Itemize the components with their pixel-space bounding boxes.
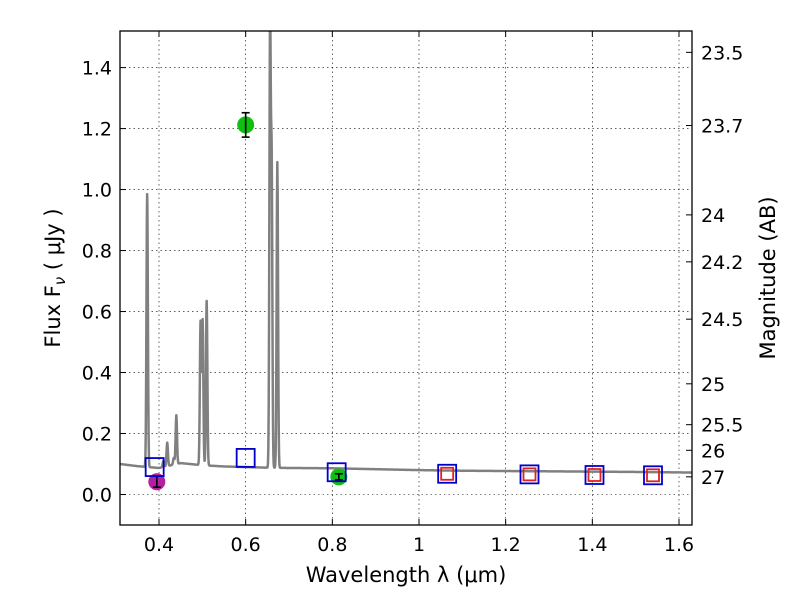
- plot-frame: [119, 30, 693, 526]
- y2-tick-label: 27: [701, 467, 725, 489]
- model-photometry-square: [584, 465, 605, 485]
- model-photometry-square: [646, 468, 660, 483]
- x-tick-label: 1: [413, 534, 425, 556]
- model-photometry-square: [440, 466, 455, 481]
- model-photometry-square: [235, 448, 256, 468]
- y-tick-label: 1.4: [82, 58, 112, 80]
- x-tick-label: 1.4: [577, 534, 607, 556]
- model-photometry-square: [587, 468, 602, 482]
- x-tick-label: 1.6: [664, 534, 694, 556]
- model-photometry-square: [437, 463, 458, 484]
- y-tick-label: 0.0: [82, 485, 112, 507]
- x-tick-label: 0.8: [317, 534, 347, 556]
- model-photometry-square: [522, 467, 537, 482]
- x-tick-label: 0.6: [231, 534, 261, 556]
- model-photometry-square: [326, 462, 347, 483]
- x-tick-label: 0.4: [144, 534, 174, 556]
- x-tick-label: 1.2: [491, 534, 521, 556]
- y2-tick-label: 24.5: [701, 309, 743, 331]
- model-photometry-square: [519, 464, 540, 485]
- model-photometry-square: [643, 465, 663, 486]
- y-tick-label: 1.0: [82, 180, 112, 202]
- y-axis-title-unit: ( μJy ): [41, 208, 65, 276]
- y-axis-title: Flux Fν ( μJy ): [41, 208, 69, 347]
- y2-tick-label: 26: [701, 440, 725, 462]
- x-axis-title: Wavelength λ (μm): [306, 563, 507, 587]
- y-axis-title-main: Flux F: [41, 285, 65, 347]
- y2-tick-label: 24: [701, 205, 725, 227]
- y-tick-label: 0.6: [82, 302, 112, 324]
- y2-tick-label: 25: [701, 374, 725, 396]
- spectrum-line: [120, 31, 692, 474]
- y2-tick-label: 24.2: [701, 252, 743, 274]
- y-tick-label: 0.2: [82, 424, 112, 446]
- y-axis-title-sub: ν: [51, 277, 69, 285]
- grid: [120, 31, 692, 525]
- y2-axis-title: Magnitude (AB): [756, 196, 780, 359]
- y2-tick-label: 23.5: [701, 42, 743, 64]
- photometry-points: [144, 111, 663, 491]
- y-tick-label: 1.2: [82, 119, 112, 141]
- y-tick-label: 0.8: [82, 241, 112, 263]
- y2-tick-label: 23.7: [701, 116, 743, 138]
- y2-tick-label: 25.5: [701, 415, 743, 437]
- model-spectrum: [120, 31, 692, 474]
- axis-ticks: 0.4 0.6 0.8 1 1.2 1.4 1.6 0.0 0.2 0.4 0.6 0.8 1.0 1.2…: [82, 31, 743, 556]
- y-tick-label: 0.4: [82, 363, 112, 385]
- model-photometry-square: [144, 457, 165, 477]
